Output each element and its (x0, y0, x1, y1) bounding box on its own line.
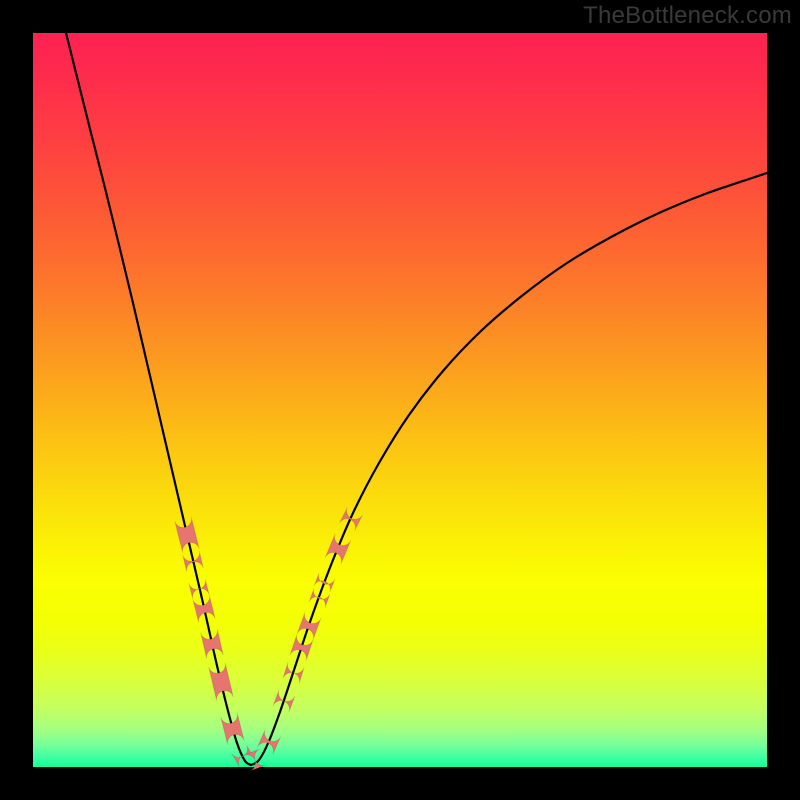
curve-right (251, 173, 767, 765)
marker-capsule (273, 690, 295, 712)
curve-svg (33, 33, 767, 767)
marker-capsule (297, 612, 321, 640)
marker-capsule (283, 662, 304, 683)
marker-capsule (339, 507, 362, 531)
chart-stage: TheBottleneck.com (0, 0, 800, 800)
marker-capsule (201, 629, 224, 659)
marker-capsule (290, 634, 313, 660)
marker-capsule (325, 534, 351, 565)
watermark-text: TheBottleneck.com (583, 2, 792, 30)
marker-capsule (221, 713, 245, 745)
marker-capsule (183, 551, 204, 572)
marker-capsule (314, 573, 335, 592)
marker-capsule (209, 663, 234, 701)
marker-capsule (309, 588, 330, 608)
markers-group (175, 507, 363, 771)
chart-panel (33, 33, 767, 767)
marker-capsule (257, 730, 281, 755)
curve-group (66, 33, 767, 765)
marker-capsule (193, 595, 216, 623)
marker-capsule (175, 517, 200, 553)
curve-left (66, 33, 251, 765)
